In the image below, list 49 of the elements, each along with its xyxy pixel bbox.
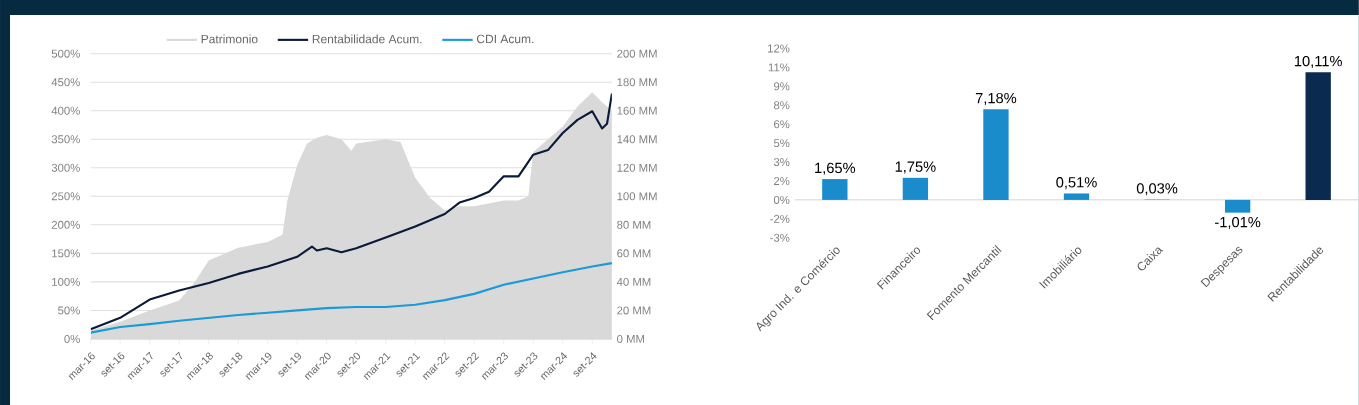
bar xyxy=(1305,72,1331,200)
y-tick-label: 12% xyxy=(768,44,790,53)
y-tick-label: -3% xyxy=(770,233,790,242)
y-tick-label: 0% xyxy=(64,334,80,343)
y-tick-label: 6% xyxy=(774,120,790,129)
data-label: 0,03% xyxy=(1136,183,1178,196)
bar xyxy=(822,179,848,200)
y2-tick-label: 100 MM xyxy=(617,192,657,201)
y2-tick-label: 160 MM xyxy=(617,106,657,115)
y2-tick-label: 60 MM xyxy=(617,249,651,258)
bar xyxy=(902,177,929,200)
y-tick-label: 8% xyxy=(773,101,790,110)
legend-label: Rentabilidade Acum. xyxy=(312,34,422,44)
y2-tick-label: 180 MM xyxy=(617,78,657,87)
y2-tick-label: 40 MM xyxy=(616,277,651,286)
y-tick-label: 250% xyxy=(51,192,80,201)
y-tick-label: 2% xyxy=(774,177,790,185)
data-label: 7,18% xyxy=(975,92,1017,106)
bar xyxy=(1063,193,1090,200)
y-tick-label: 0% xyxy=(773,195,790,204)
y-tick-label: 5% xyxy=(773,139,790,148)
y-tick-label: 3% xyxy=(773,158,790,167)
y-tick-label: 9% xyxy=(773,82,790,91)
y2-tick-label: 0 MM xyxy=(617,334,645,343)
y2-tick-label: 120 MM xyxy=(617,163,657,172)
data-label: 0,51% xyxy=(1056,177,1097,190)
y2-tick-label: 20 MM xyxy=(617,306,651,315)
y-tick-label: 11% xyxy=(768,63,790,72)
y2-tick-label: 80 MM xyxy=(617,220,651,229)
y-tick-label: 50% xyxy=(58,306,80,315)
y-tick-label: 150% xyxy=(52,249,80,258)
data-label: 1,75% xyxy=(895,161,936,174)
y2-tick-label: 200 MM xyxy=(617,49,657,58)
y-tick-label: 100% xyxy=(52,277,80,286)
bar xyxy=(1224,199,1251,213)
y-tick-label: 500% xyxy=(51,49,80,58)
y-tick-label: 300% xyxy=(51,163,80,172)
y-tick-label: 200% xyxy=(51,220,80,229)
data-label: 1,65% xyxy=(815,162,856,175)
data-label: 10,11% xyxy=(1294,55,1342,69)
y2-tick-label: 140 MM xyxy=(617,135,657,144)
bar xyxy=(983,109,1009,200)
y-tick-label: 350% xyxy=(51,135,80,144)
y-tick-label: 450% xyxy=(51,78,80,87)
y-tick-label: -2% xyxy=(770,214,790,223)
data-label: -1,01% xyxy=(1215,216,1261,230)
legend-label: Patrimonio xyxy=(201,34,258,44)
y-tick-label: 400% xyxy=(51,106,80,115)
legend-label: CDI Acum. xyxy=(476,34,534,44)
